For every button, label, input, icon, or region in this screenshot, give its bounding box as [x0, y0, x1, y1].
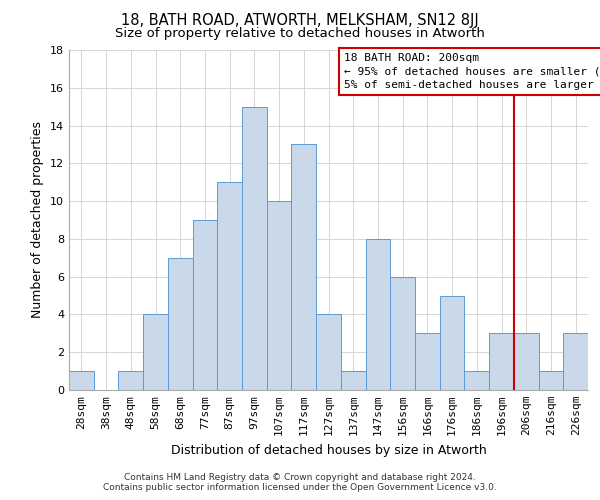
Bar: [118, 371, 143, 390]
Bar: [193, 220, 217, 390]
Bar: [464, 371, 489, 390]
Text: Contains HM Land Registry data © Crown copyright and database right 2024.
Contai: Contains HM Land Registry data © Crown c…: [103, 473, 497, 492]
Bar: [341, 371, 365, 390]
Text: Size of property relative to detached houses in Atworth: Size of property relative to detached ho…: [115, 28, 485, 40]
X-axis label: Distribution of detached houses by size in Atworth: Distribution of detached houses by size …: [170, 444, 487, 456]
Bar: [563, 334, 588, 390]
Bar: [217, 182, 242, 390]
Bar: [168, 258, 193, 390]
Bar: [69, 371, 94, 390]
Bar: [365, 239, 390, 390]
Text: 18 BATH ROAD: 200sqm
← 95% of detached houses are smaller (100)
5% of semi-detac: 18 BATH ROAD: 200sqm ← 95% of detached h…: [344, 54, 600, 90]
Bar: [514, 334, 539, 390]
Bar: [489, 334, 514, 390]
Bar: [316, 314, 341, 390]
Y-axis label: Number of detached properties: Number of detached properties: [31, 122, 44, 318]
Bar: [292, 144, 316, 390]
Bar: [440, 296, 464, 390]
Bar: [390, 276, 415, 390]
Bar: [267, 201, 292, 390]
Bar: [539, 371, 563, 390]
Bar: [143, 314, 168, 390]
Bar: [415, 334, 440, 390]
Bar: [242, 106, 267, 390]
Text: 18, BATH ROAD, ATWORTH, MELKSHAM, SN12 8JJ: 18, BATH ROAD, ATWORTH, MELKSHAM, SN12 8…: [121, 12, 479, 28]
